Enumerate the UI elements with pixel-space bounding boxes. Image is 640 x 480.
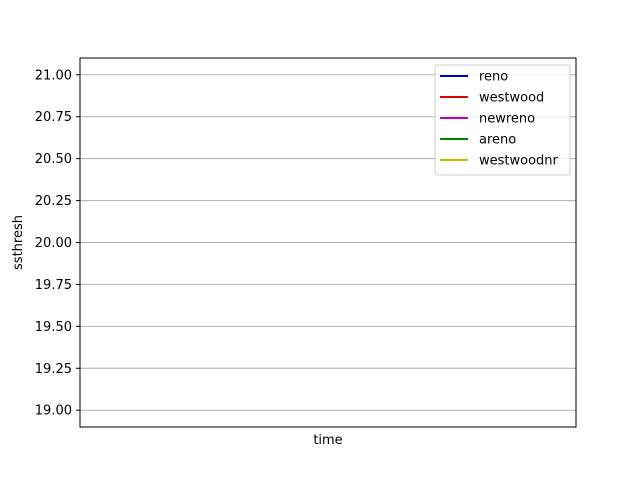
legend-label-westwood: westwood <box>479 91 544 106</box>
y-tick-label: 20.00 <box>35 236 72 251</box>
y-tick-label: 20.25 <box>35 194 72 209</box>
y-tick-label: 19.50 <box>35 320 72 335</box>
legend: reno westwood newreno areno westwoodnr <box>434 64 571 176</box>
y-tick-label: 19.00 <box>35 404 72 419</box>
legend-frame <box>434 64 571 176</box>
gridlines <box>80 74 576 411</box>
y-tick-label: 20.50 <box>35 152 72 167</box>
y-axis-ticks: 19.00 19.25 19.50 19.75 20.00 20.25 20.50 20.75… <box>35 68 80 419</box>
x-axis-label: time <box>313 433 342 448</box>
y-axis-label: ssthresh <box>11 215 26 270</box>
y-tick-label: 19.25 <box>35 362 72 377</box>
y-tick-label: 21.00 <box>35 68 72 83</box>
legend-label-areno: areno <box>479 133 516 148</box>
legend-label-westwoodnr: westwoodnr <box>479 154 559 169</box>
y-tick-label: 20.75 <box>35 110 72 125</box>
legend-label-newreno: newreno <box>479 112 535 127</box>
y-tick-label: 19.75 <box>35 278 72 293</box>
legend-label-reno: reno <box>479 70 508 85</box>
